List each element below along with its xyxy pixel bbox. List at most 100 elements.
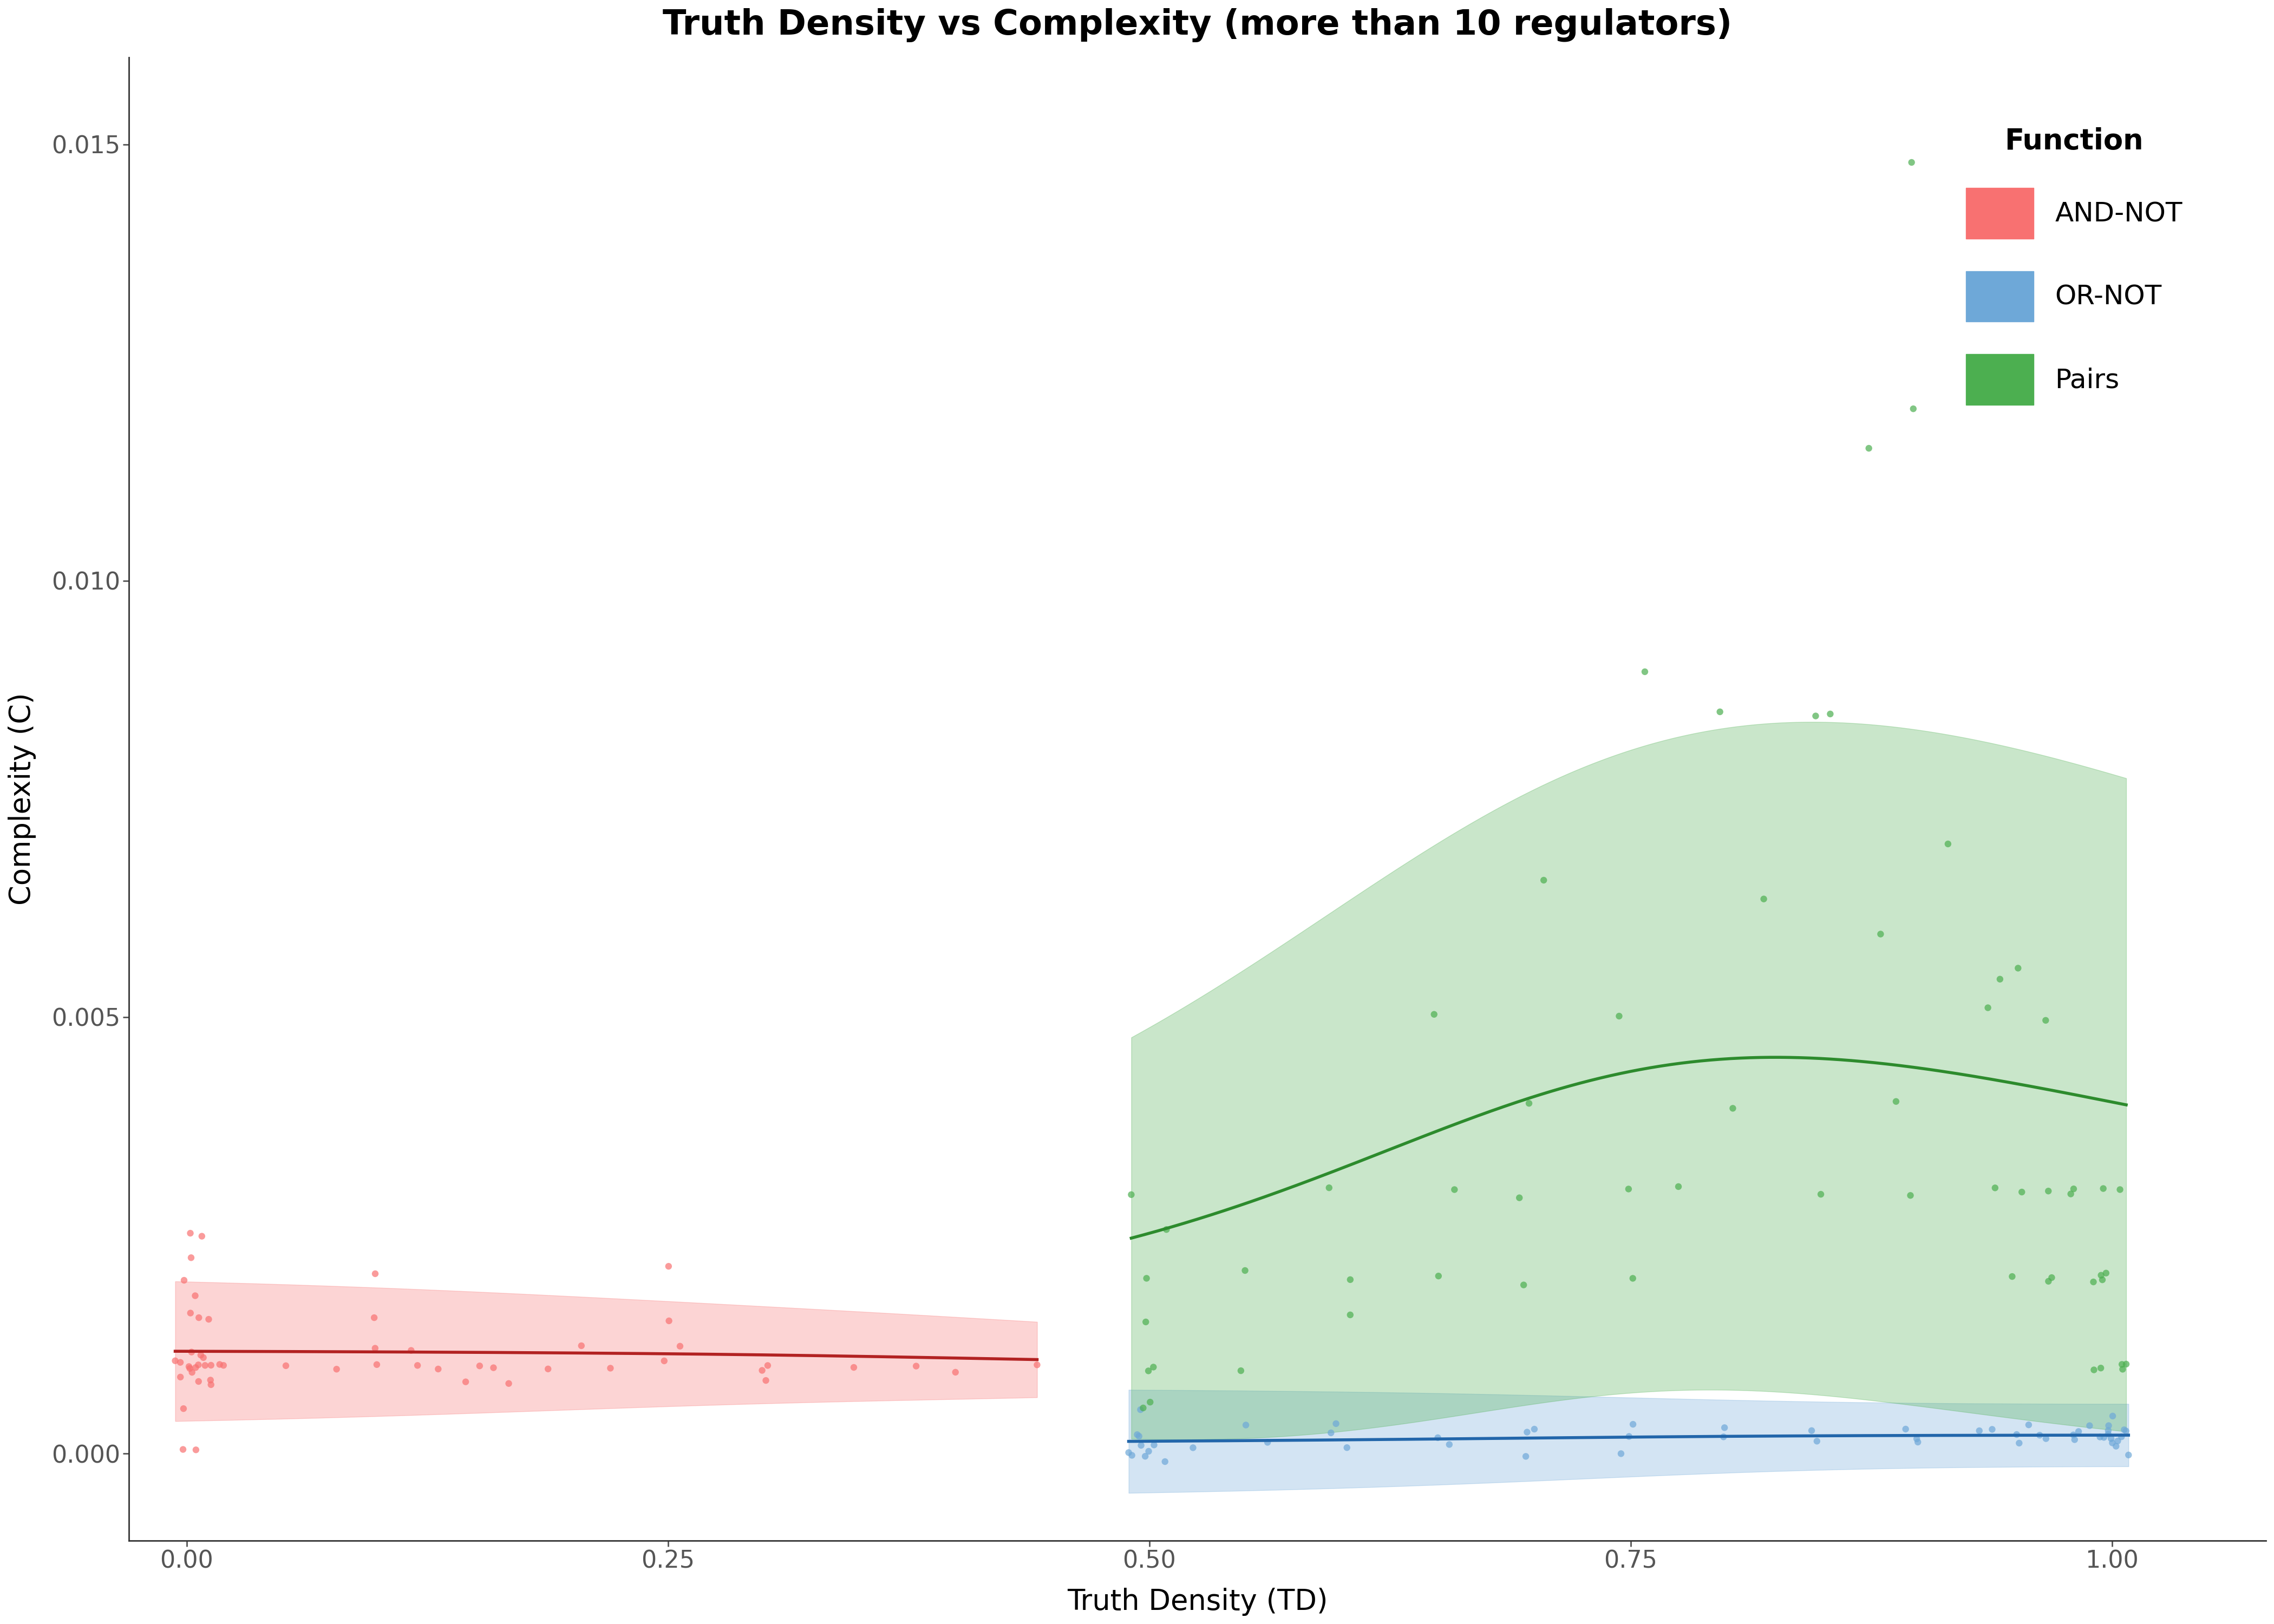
Point xyxy=(475,1354,512,1380)
Point xyxy=(157,1348,193,1374)
Point xyxy=(1851,435,1887,461)
Point xyxy=(1128,1309,1164,1335)
Point xyxy=(1119,1421,1155,1447)
Point xyxy=(1123,1397,1160,1423)
Point xyxy=(1510,1090,1546,1116)
Point xyxy=(1526,867,1562,893)
Point xyxy=(1128,1265,1164,1291)
Point xyxy=(2076,1358,2113,1384)
Point xyxy=(2099,1434,2135,1460)
Point xyxy=(205,1353,241,1379)
Point xyxy=(1132,1389,1169,1415)
Point xyxy=(1310,1174,1346,1200)
Point xyxy=(1333,1267,1369,1293)
Point xyxy=(2056,1176,2092,1202)
Point xyxy=(2088,1260,2124,1286)
Point xyxy=(193,1372,230,1398)
Point xyxy=(1610,1424,1646,1450)
Point xyxy=(1223,1358,1260,1384)
Point xyxy=(2081,1424,2117,1450)
Point xyxy=(2031,1268,2067,1294)
Point xyxy=(1130,1358,1167,1384)
Point xyxy=(161,1350,198,1376)
Point xyxy=(186,1353,223,1379)
Point xyxy=(193,1353,230,1379)
Point xyxy=(357,1260,393,1286)
Point xyxy=(1501,1186,1537,1212)
Point xyxy=(184,1223,221,1249)
Point xyxy=(1419,1424,1455,1450)
Point xyxy=(1794,1418,1831,1444)
Point xyxy=(268,1353,305,1379)
Point xyxy=(1019,1351,1055,1377)
Point xyxy=(173,1220,209,1246)
Point xyxy=(180,1351,216,1377)
Point xyxy=(1128,1444,1164,1470)
Point xyxy=(1112,1182,1148,1208)
Point xyxy=(180,1369,216,1395)
Point xyxy=(1430,1431,1467,1457)
Point xyxy=(1146,1449,1182,1475)
Point xyxy=(1706,1415,1742,1440)
Point xyxy=(564,1333,600,1359)
Point xyxy=(191,1306,227,1332)
Point xyxy=(1437,1177,1474,1203)
Point xyxy=(177,1283,214,1309)
Point xyxy=(2028,1426,2065,1452)
Point xyxy=(2001,1431,2038,1457)
Point xyxy=(744,1358,780,1384)
Point xyxy=(1417,1002,1453,1028)
Point xyxy=(1517,1416,1553,1442)
Point xyxy=(1796,703,1833,729)
Point xyxy=(2103,1351,2140,1377)
Title: Truth Density vs Complexity (more than 10 regulators): Truth Density vs Complexity (more than 1… xyxy=(662,8,1733,42)
Point xyxy=(748,1367,785,1393)
Point xyxy=(2085,1176,2122,1202)
Point xyxy=(1706,1424,1742,1450)
Point xyxy=(1894,149,1931,175)
Y-axis label: Complexity (C): Complexity (C) xyxy=(9,693,36,905)
Point xyxy=(2033,1265,2069,1291)
Point xyxy=(2108,1351,2144,1377)
Point xyxy=(2028,1007,2065,1033)
Point xyxy=(1130,1439,1167,1465)
Point xyxy=(1248,1429,1285,1455)
Point xyxy=(1319,1411,1355,1437)
Point xyxy=(173,1340,209,1366)
Point xyxy=(1333,1302,1369,1328)
Point xyxy=(173,1301,209,1327)
Point xyxy=(750,1353,787,1379)
Point xyxy=(1114,1442,1151,1468)
Point xyxy=(650,1254,687,1280)
Point xyxy=(1148,1216,1185,1242)
Point xyxy=(1976,1174,2012,1200)
Point xyxy=(1862,921,1899,947)
Point xyxy=(1799,1427,1835,1453)
Point xyxy=(2083,1354,2119,1380)
Point xyxy=(1312,1419,1348,1445)
Point xyxy=(1610,1176,1646,1202)
Point xyxy=(1601,1004,1637,1030)
Point xyxy=(2031,1177,2067,1203)
Point xyxy=(1121,1423,1157,1449)
Point xyxy=(2085,1424,2122,1450)
Point xyxy=(1701,698,1737,724)
Point xyxy=(171,1356,207,1382)
Point xyxy=(2090,1413,2126,1439)
Point xyxy=(164,1437,200,1463)
X-axis label: Truth Density (TD): Truth Density (TD) xyxy=(1067,1588,1328,1616)
Point xyxy=(2003,1179,2040,1205)
Point xyxy=(1899,1429,1935,1455)
Point xyxy=(1176,1434,1212,1460)
Point xyxy=(937,1359,973,1385)
Point xyxy=(2056,1423,2092,1449)
Point xyxy=(2053,1181,2090,1207)
Point xyxy=(591,1354,628,1380)
Point xyxy=(2090,1418,2126,1444)
Point xyxy=(2090,1421,2126,1447)
Point xyxy=(530,1356,566,1382)
Point xyxy=(1603,1440,1640,1466)
Point xyxy=(400,1353,437,1379)
Point xyxy=(1969,996,2006,1021)
Point xyxy=(1999,955,2035,981)
